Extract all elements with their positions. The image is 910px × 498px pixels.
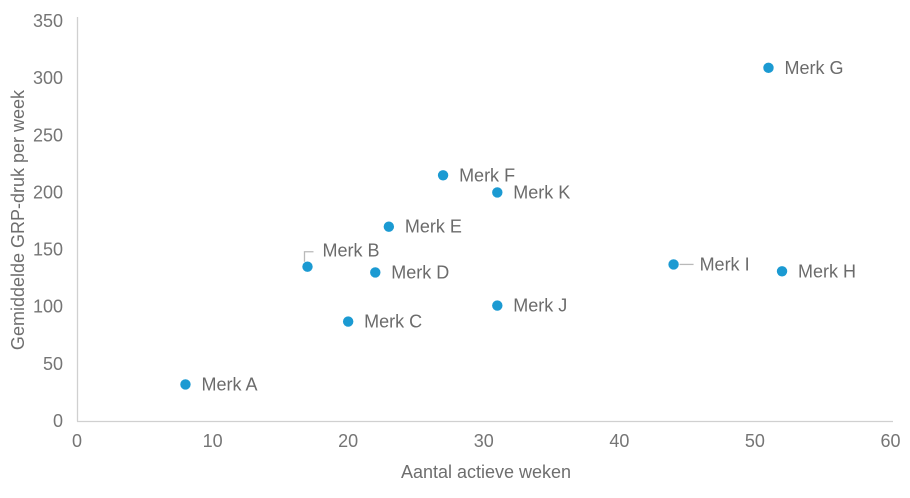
x-tick-label: 60 [880, 431, 900, 451]
data-point-group: Merk I [668, 254, 750, 274]
data-point-group: Merk H [776, 261, 856, 281]
data-point [437, 170, 449, 181]
point-label: Merk A [201, 374, 257, 394]
y-axis-title: Gemiddelde GRP-druk per week [8, 89, 28, 350]
chart-tick-labels: 0 50 100 150 200 250 300 350 0 10 20 30 40 50 60 [33, 11, 901, 451]
x-tick-label: 30 [474, 431, 494, 451]
y-tick-label: 0 [53, 411, 63, 431]
point-label: Merk D [391, 262, 449, 282]
y-tick-label: 350 [33, 11, 63, 31]
data-point-group: Merk E [383, 217, 462, 237]
data-point-group: Merk K [492, 182, 570, 202]
x-tick-label: 50 [745, 431, 765, 451]
point-label: Merk K [513, 182, 570, 202]
y-tick-label: 100 [33, 297, 63, 317]
data-point-group: Merk A [180, 374, 257, 394]
point-label: Merk E [405, 217, 462, 237]
chart-axes [76, 17, 893, 423]
data-point [492, 187, 503, 198]
data-point [370, 267, 381, 278]
data-point [383, 221, 395, 232]
y-tick-label: 150 [33, 240, 63, 260]
label-leader-line [303, 251, 314, 262]
data-point [342, 316, 354, 327]
x-tick-label: 40 [609, 431, 629, 451]
data-point [492, 300, 503, 311]
point-label: Merk B [322, 241, 379, 261]
data-point-group: Merk G [763, 58, 843, 78]
x-axis-title: Aantal actieve weken [401, 462, 571, 482]
point-label: Merk F [459, 165, 515, 185]
x-tick-label: 10 [203, 431, 223, 451]
data-point [776, 266, 788, 277]
y-tick-label: 50 [43, 354, 63, 374]
point-label: Merk G [784, 58, 843, 78]
x-tick-label: 20 [338, 431, 358, 451]
y-tick-label: 300 [33, 68, 63, 88]
data-point-group: Merk B [302, 241, 380, 272]
data-point [302, 261, 313, 272]
data-point-group: Merk C [342, 312, 422, 332]
data-point-group: Merk D [370, 262, 449, 282]
point-label: Merk I [700, 254, 750, 274]
point-label: Merk J [513, 296, 567, 316]
y-tick-label: 200 [33, 182, 63, 202]
y-tick-label: 250 [33, 125, 63, 145]
data-point-group: Merk J [492, 296, 567, 316]
point-label: Merk H [798, 261, 856, 281]
data-point [763, 62, 774, 74]
x-tick-label: 0 [72, 431, 82, 451]
data-point [180, 379, 191, 390]
point-label: Merk C [364, 312, 422, 332]
data-point-group: Merk F [437, 165, 515, 185]
data-point [668, 259, 679, 270]
